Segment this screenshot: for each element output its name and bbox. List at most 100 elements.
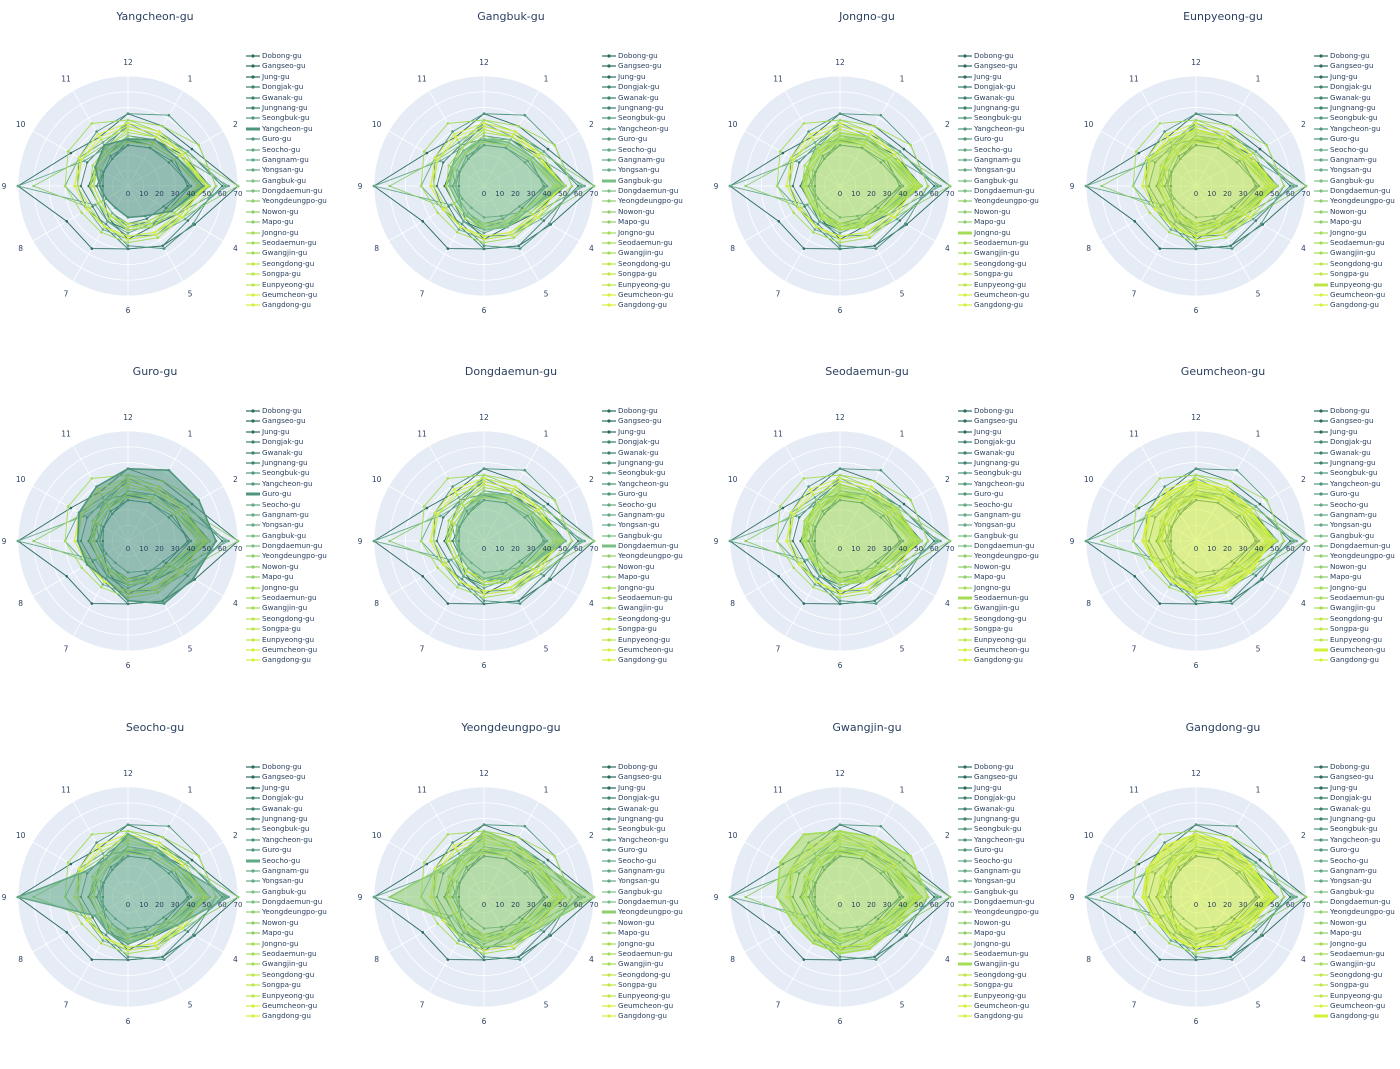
legend-item[interactable]: Geumcheon-gu (1314, 290, 1400, 300)
legend-item[interactable]: Gangseo-gu (958, 416, 1073, 426)
legend-item[interactable]: Gwangjin-gu (958, 959, 1073, 969)
legend-item[interactable]: Seodaemun-gu (602, 238, 717, 248)
legend-item[interactable]: Yeongdeungpo-gu (602, 907, 717, 917)
legend-item[interactable]: Gangbuk-gu (958, 531, 1073, 541)
legend-item[interactable]: Seodaemun-gu (1314, 593, 1400, 603)
legend-item[interactable]: Seocho-gu (602, 145, 717, 155)
legend-item[interactable]: Gangnam-gu (958, 510, 1073, 520)
legend-item[interactable]: Geumcheon-gu (958, 1001, 1073, 1011)
legend-item[interactable]: Seongbuk-gu (246, 824, 361, 834)
legend-item[interactable]: Jung-gu (246, 427, 361, 437)
legend-item[interactable]: Jungnang-gu (602, 103, 717, 113)
legend-item[interactable]: Gangseo-gu (246, 416, 361, 426)
legend-item[interactable]: Eunpyeong-gu (1314, 280, 1400, 290)
legend-item[interactable]: Dobong-gu (1314, 51, 1400, 61)
legend-item[interactable]: Gangbuk-gu (1314, 531, 1400, 541)
legend-item[interactable]: Yeongdeungpo-gu (246, 196, 361, 206)
legend-item[interactable]: Seocho-gu (958, 145, 1073, 155)
legend-item[interactable]: Seongbuk-gu (958, 468, 1073, 478)
legend-item[interactable]: Yeongdeungpo-gu (602, 196, 717, 206)
legend-item[interactable]: Dobong-gu (958, 762, 1073, 772)
legend-item[interactable]: Gangdong-gu (246, 300, 361, 310)
legend-item[interactable]: Gwanak-gu (958, 448, 1073, 458)
legend-item[interactable]: Yongsan-gu (1314, 520, 1400, 530)
legend-item[interactable]: Gangdong-gu (958, 655, 1073, 665)
legend-item[interactable]: Seongbuk-gu (958, 113, 1073, 123)
legend-item[interactable]: Jung-gu (1314, 72, 1400, 82)
legend-item[interactable]: Gwangjin-gu (246, 248, 361, 258)
legend-item[interactable]: Gangdong-gu (1314, 655, 1400, 665)
legend-item[interactable]: Seodaemun-gu (602, 593, 717, 603)
legend-item[interactable]: Dongjak-gu (1314, 82, 1400, 92)
legend-item[interactable]: Songpa-gu (1314, 624, 1400, 634)
legend-item[interactable]: Songpa-gu (246, 980, 361, 990)
legend-item[interactable]: Songpa-gu (1314, 269, 1400, 279)
legend-item[interactable]: Guro-gu (958, 845, 1073, 855)
legend-item[interactable]: Dobong-gu (602, 51, 717, 61)
legend-item[interactable]: Jungnang-gu (1314, 103, 1400, 113)
legend-item[interactable]: Gangbuk-gu (958, 176, 1073, 186)
legend-item[interactable]: Seodaemun-gu (602, 949, 717, 959)
legend-item[interactable]: Jungnang-gu (1314, 458, 1400, 468)
legend-item[interactable]: Gangnam-gu (958, 155, 1073, 165)
legend-item[interactable]: Jongno-gu (246, 939, 361, 949)
legend-item[interactable]: Yangcheon-gu (246, 124, 361, 134)
legend-item[interactable]: Guro-gu (246, 845, 361, 855)
legend-item[interactable]: Gangnam-gu (602, 866, 717, 876)
legend-item[interactable]: Dongjak-gu (602, 82, 717, 92)
legend-item[interactable]: Songpa-gu (958, 980, 1073, 990)
legend-item[interactable]: Songpa-gu (246, 269, 361, 279)
legend-item[interactable]: Gangdong-gu (1314, 300, 1400, 310)
legend-item[interactable]: Seodaemun-gu (958, 238, 1073, 248)
legend-item[interactable]: Jongno-gu (958, 939, 1073, 949)
legend-item[interactable]: Nowon-gu (958, 207, 1073, 217)
legend-item[interactable]: Dongdaemun-gu (602, 186, 717, 196)
legend-item[interactable]: Yongsan-gu (246, 876, 361, 886)
legend-item[interactable]: Gangseo-gu (1314, 61, 1400, 71)
legend-item[interactable]: Seodaemun-gu (1314, 238, 1400, 248)
legend-item[interactable]: Yongsan-gu (602, 876, 717, 886)
legend-item[interactable]: Nowon-gu (958, 918, 1073, 928)
legend-item[interactable]: Gwangjin-gu (602, 959, 717, 969)
legend-item[interactable]: Nowon-gu (958, 562, 1073, 572)
legend-item[interactable]: Gangbuk-gu (246, 176, 361, 186)
legend-item[interactable]: Jongno-gu (246, 583, 361, 593)
legend-item[interactable]: Jongno-gu (1314, 228, 1400, 238)
legend-item[interactable]: Gangnam-gu (246, 155, 361, 165)
legend-item[interactable]: Seongdong-gu (602, 259, 717, 269)
legend-item[interactable]: Mapo-gu (1314, 217, 1400, 227)
legend-item[interactable]: Yeongdeungpo-gu (246, 907, 361, 917)
legend-item[interactable]: Jongno-gu (1314, 583, 1400, 593)
legend-item[interactable]: Guro-gu (246, 134, 361, 144)
legend-item[interactable]: Yeongdeungpo-gu (1314, 551, 1400, 561)
legend-item[interactable]: Seongbuk-gu (602, 824, 717, 834)
legend-item[interactable]: Dobong-gu (246, 51, 361, 61)
legend-item[interactable]: Guro-gu (602, 489, 717, 499)
legend-item[interactable]: Seongbuk-gu (1314, 468, 1400, 478)
legend-item[interactable]: Geumcheon-gu (246, 1001, 361, 1011)
legend-item[interactable]: Yangcheon-gu (1314, 479, 1400, 489)
legend-item[interactable]: Nowon-gu (602, 207, 717, 217)
legend-item[interactable]: Gwangjin-gu (958, 603, 1073, 613)
legend-item[interactable]: Seongdong-gu (602, 614, 717, 624)
legend-item[interactable]: Seongdong-gu (958, 259, 1073, 269)
legend-item[interactable]: Jung-gu (602, 72, 717, 82)
legend-item[interactable]: Eunpyeong-gu (958, 635, 1073, 645)
legend-item[interactable]: Mapo-gu (958, 217, 1073, 227)
legend-item[interactable]: Jongno-gu (602, 583, 717, 593)
legend-item[interactable]: Gangseo-gu (1314, 416, 1400, 426)
legend-item[interactable]: Seongdong-gu (246, 259, 361, 269)
legend-item[interactable]: Seodaemun-gu (246, 593, 361, 603)
legend-item[interactable]: Seongdong-gu (958, 614, 1073, 624)
legend-item[interactable]: Dongjak-gu (246, 793, 361, 803)
legend-item[interactable]: Seocho-gu (958, 500, 1073, 510)
legend-item[interactable]: Gangnam-gu (602, 155, 717, 165)
legend-item[interactable]: Gangdong-gu (246, 1011, 361, 1021)
legend-item[interactable]: Jungnang-gu (958, 458, 1073, 468)
legend-item[interactable]: Nowon-gu (1314, 562, 1400, 572)
legend-item[interactable]: Gwanak-gu (958, 804, 1073, 814)
legend-item[interactable]: Gwanak-gu (246, 93, 361, 103)
legend-item[interactable]: Jungnang-gu (602, 458, 717, 468)
legend-item[interactable]: Mapo-gu (246, 928, 361, 938)
legend-item[interactable]: Dobong-gu (602, 406, 717, 416)
